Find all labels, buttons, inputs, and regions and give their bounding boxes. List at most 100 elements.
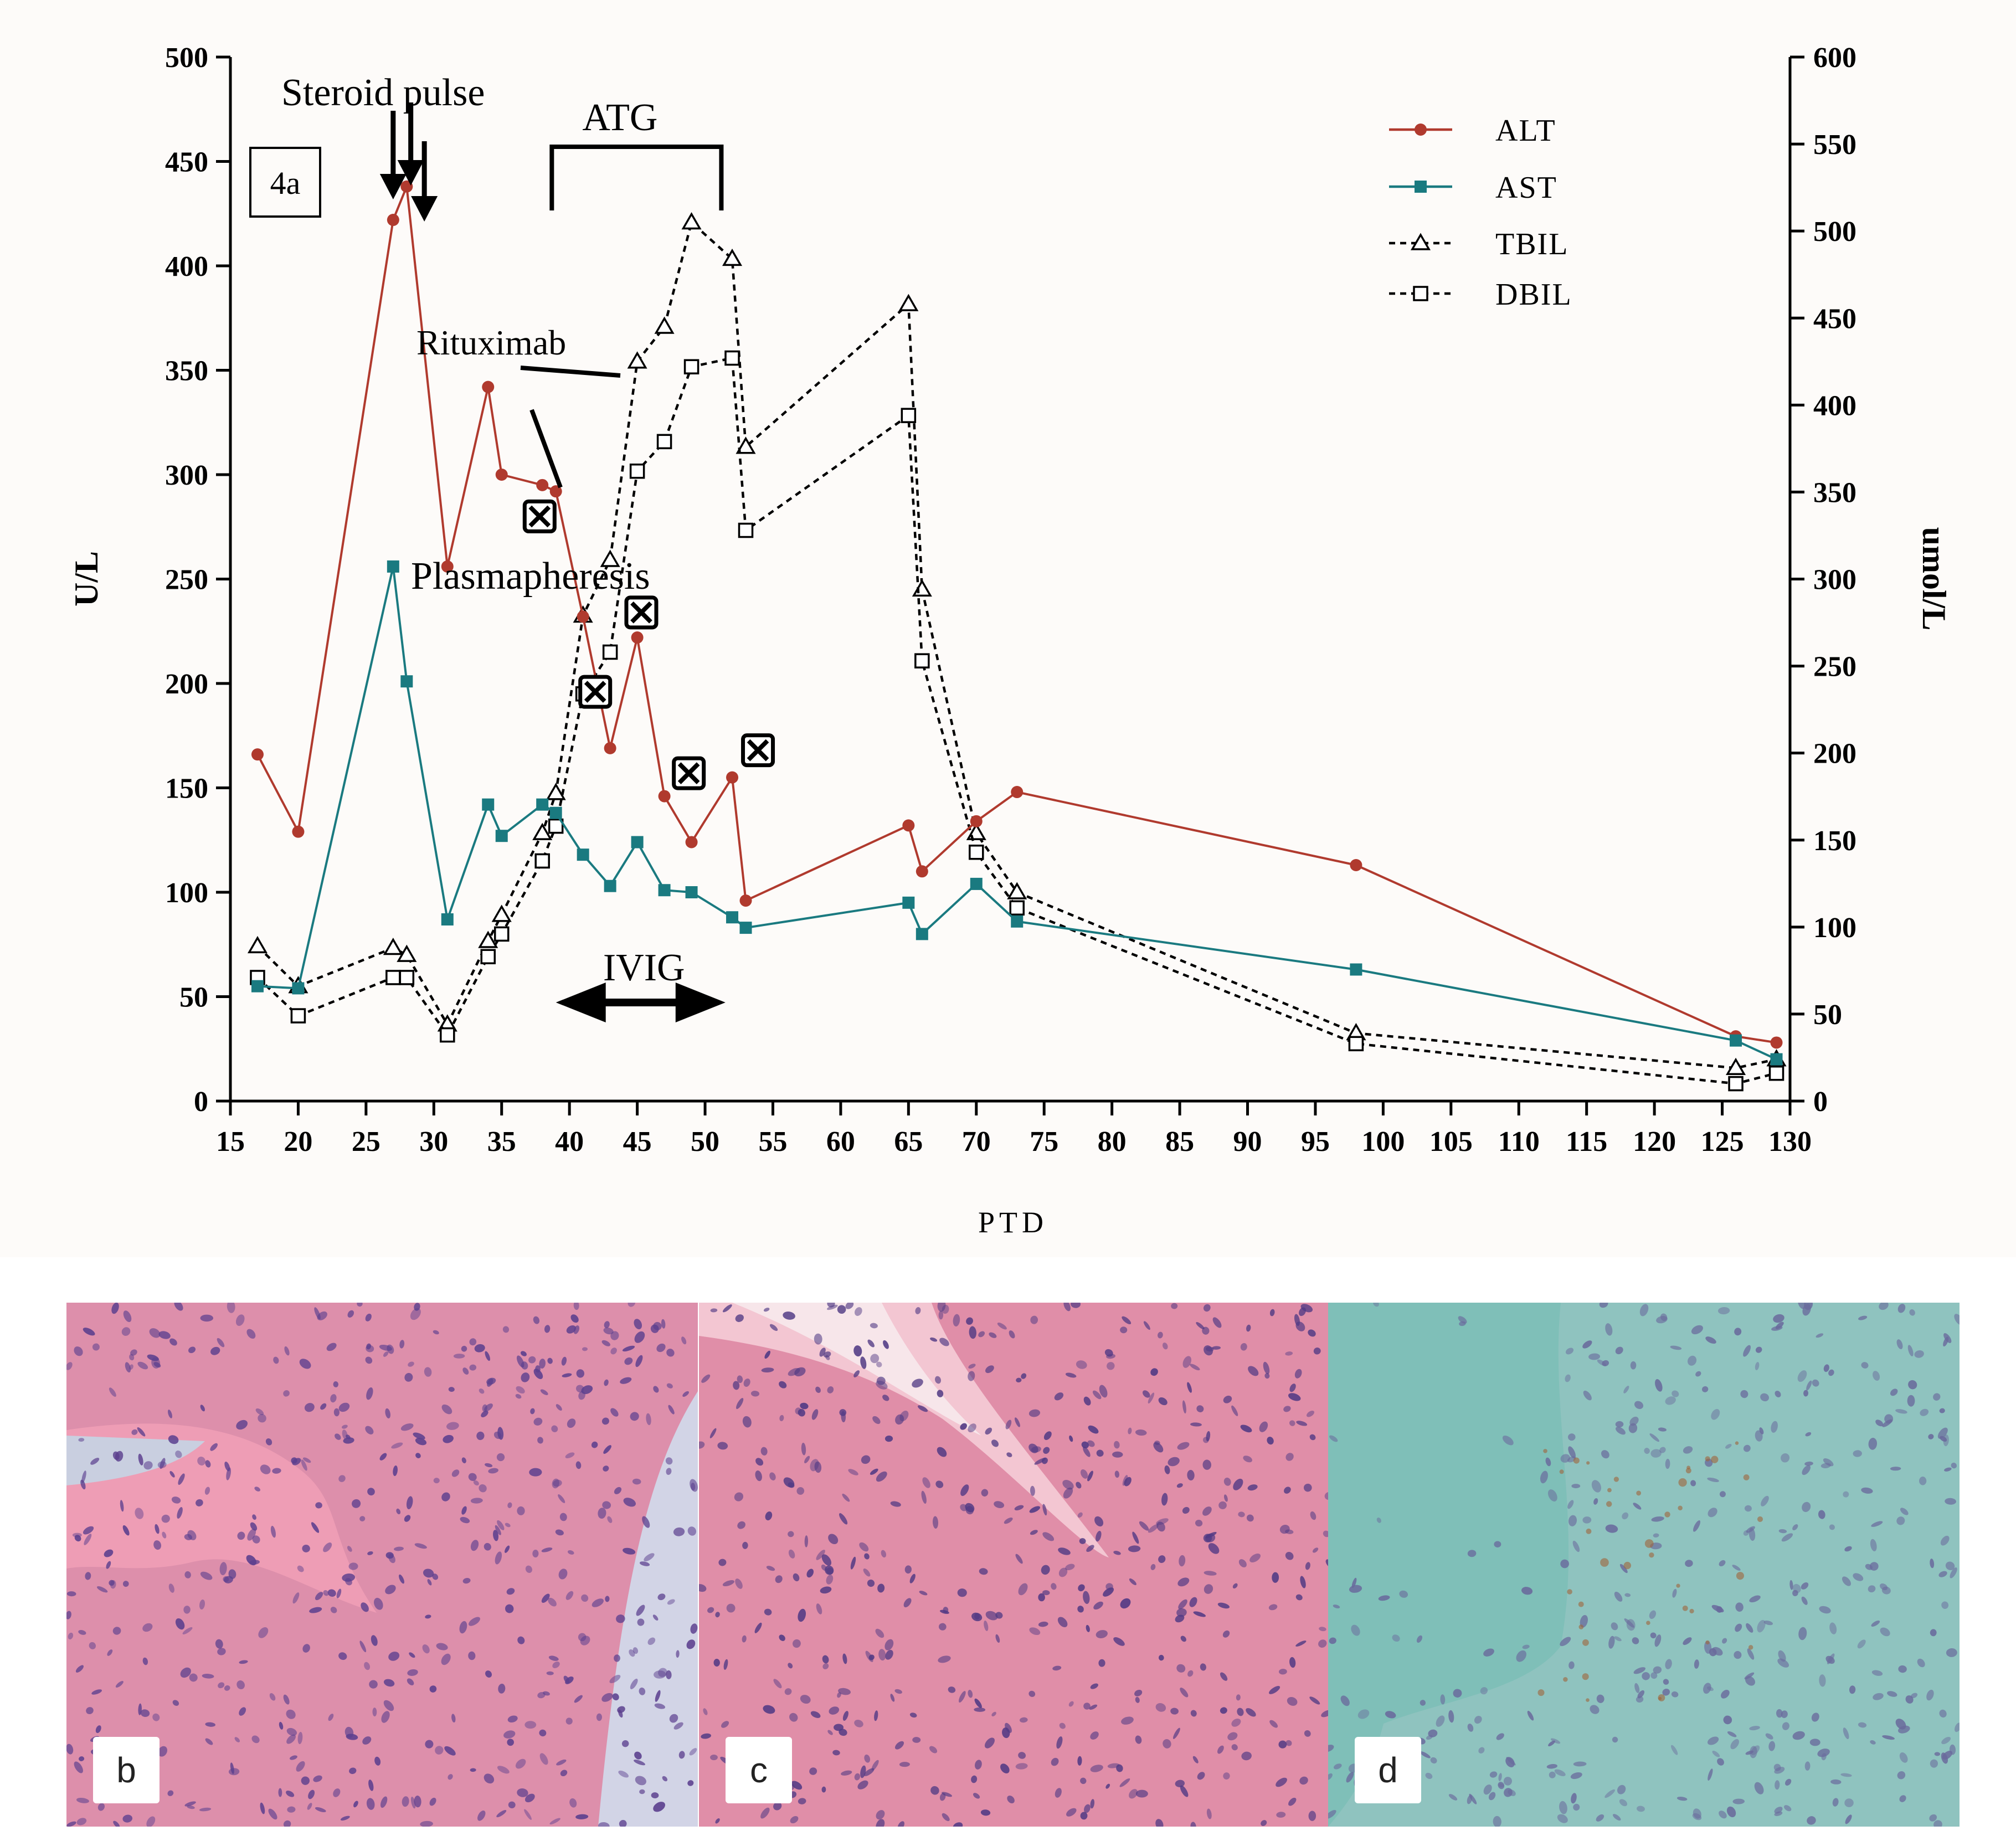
- cell-nucleus: [1077, 1512, 1083, 1518]
- cell-nucleus: [1844, 1546, 1852, 1552]
- cell-nucleus: [1868, 1438, 1878, 1450]
- cell-nucleus: [505, 1545, 510, 1553]
- cell-nucleus: [1498, 1773, 1502, 1781]
- y-tick-label-right: 600: [1813, 42, 1856, 74]
- cell-nucleus: [673, 1722, 683, 1730]
- cell-nucleus: [486, 1377, 496, 1385]
- cell-nucleus: [1116, 1764, 1123, 1772]
- cell-nucleus: [1098, 1659, 1105, 1667]
- cell-nucleus: [1944, 1467, 1952, 1472]
- cell-nucleus: [505, 1604, 514, 1613]
- cell-nucleus: [632, 1647, 639, 1654]
- cell-nucleus: [1583, 1390, 1592, 1401]
- cell-nucleus: [721, 1721, 729, 1728]
- cell-nucleus: [871, 1760, 879, 1771]
- cell-nucleus: [699, 1441, 705, 1449]
- cell-nucleus: [755, 1458, 764, 1466]
- cell-nucleus: [1930, 1559, 1935, 1569]
- cell-nucleus: [1516, 1650, 1526, 1662]
- dbil-point: [534, 853, 550, 869]
- alt-point: [631, 631, 644, 644]
- cell-nucleus: [938, 1655, 951, 1663]
- cell-nucleus: [524, 1721, 537, 1729]
- cell-nucleus: [556, 1404, 562, 1411]
- cell-nucleus: [653, 1321, 662, 1330]
- cell-nucleus: [1498, 1782, 1505, 1789]
- cell-nucleus: [1617, 1785, 1626, 1794]
- cell-nucleus: [286, 1709, 296, 1719]
- cell-nucleus: [314, 1307, 321, 1320]
- cell-nucleus: [779, 1381, 787, 1389]
- alt-point: [1011, 786, 1024, 799]
- cell-nucleus: [634, 1760, 646, 1766]
- cell-nucleus: [620, 1377, 632, 1384]
- alt-point: [604, 742, 616, 754]
- cell-nucleus: [537, 1437, 543, 1444]
- cell-nucleus: [143, 1461, 153, 1470]
- cell-nucleus: [610, 1348, 617, 1355]
- cell-nucleus: [1503, 1777, 1512, 1786]
- cell-nucleus: [619, 1820, 627, 1827]
- cell-nucleus: [1153, 1442, 1164, 1453]
- alt-point: [970, 815, 983, 827]
- cell-nucleus: [1190, 1364, 1200, 1371]
- cell-nucleus: [109, 1387, 116, 1397]
- cell-nucleus: [1498, 1783, 1504, 1787]
- cell-nucleus: [1920, 1408, 1929, 1416]
- cell-nucleus: [1124, 1477, 1132, 1487]
- cell-nucleus: [441, 1653, 451, 1665]
- cell-nucleus: [1279, 1524, 1290, 1534]
- cell-nucleus: [1547, 1489, 1557, 1502]
- cell-nucleus: [897, 1821, 904, 1827]
- cell-nucleus: [1823, 1364, 1829, 1372]
- cell-nucleus: [1940, 1436, 1947, 1442]
- dbil-point: [1768, 1065, 1784, 1081]
- cell-nucleus: [666, 1670, 672, 1679]
- cell-nucleus: [616, 1614, 625, 1623]
- cell-nucleus: [974, 1707, 986, 1712]
- cell-nucleus: [1467, 1724, 1474, 1732]
- cell-nucleus: [823, 1351, 831, 1358]
- cell-nucleus: [1726, 1806, 1736, 1818]
- cell-nucleus: [1448, 1794, 1458, 1801]
- dbil-point: [385, 970, 401, 985]
- cell-nucleus: [755, 1470, 762, 1482]
- cell-nucleus: [1910, 1693, 1918, 1699]
- cell-nucleus: [1926, 1689, 1934, 1701]
- ast-point: [916, 928, 928, 940]
- cell-nucleus: [639, 1561, 650, 1566]
- cell-nucleus: [168, 1435, 179, 1444]
- cell-nucleus: [1182, 1400, 1186, 1414]
- tbil-point: [546, 783, 566, 800]
- cell-nucleus: [1797, 1303, 1806, 1309]
- cell-nucleus: [1081, 1469, 1088, 1479]
- cell-nucleus: [1197, 1772, 1205, 1780]
- brown-stain-spot: [1705, 1640, 1710, 1645]
- cell-nucleus: [814, 1333, 822, 1345]
- cell-nucleus: [236, 1420, 248, 1430]
- cell-nucleus: [1865, 1564, 1873, 1570]
- cell-nucleus: [842, 1493, 850, 1502]
- cell-nucleus: [365, 1356, 373, 1364]
- cell-nucleus: [918, 1405, 928, 1412]
- cell-nucleus: [409, 1652, 415, 1658]
- cell-nucleus: [1220, 1672, 1228, 1681]
- cell-nucleus: [607, 1516, 613, 1523]
- cell-nucleus: [681, 1336, 687, 1345]
- cell-nucleus: [1042, 1504, 1047, 1516]
- cell-nucleus: [258, 1413, 266, 1423]
- cell-nucleus: [507, 1715, 518, 1722]
- cell-nucleus: [1162, 1343, 1168, 1350]
- cell-nucleus: [820, 1586, 832, 1594]
- cell-nucleus: [1857, 1639, 1866, 1649]
- cell-nucleus: [1168, 1457, 1180, 1467]
- cell-nucleus: [1203, 1534, 1212, 1542]
- cell-nucleus: [639, 1687, 646, 1695]
- cell-nucleus: [1775, 1391, 1781, 1397]
- cell-nucleus: [870, 1354, 880, 1364]
- cell-nucleus: [315, 1502, 322, 1509]
- cell-nucleus: [205, 1460, 211, 1468]
- cell-nucleus: [793, 1639, 801, 1648]
- vessel-space: [732, 1303, 981, 1436]
- cell-nucleus: [821, 1786, 826, 1793]
